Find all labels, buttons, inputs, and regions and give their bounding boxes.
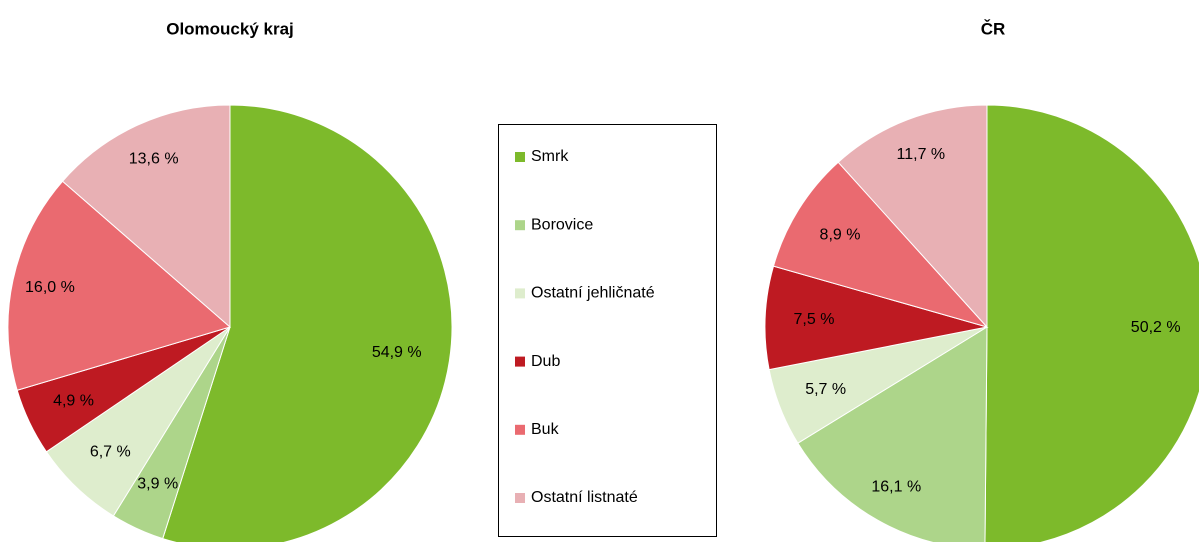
chart-title: ČR <box>981 19 1006 38</box>
legend-swatch <box>515 288 525 299</box>
legend-label: Borovice <box>531 216 593 233</box>
pie-slice <box>162 104 453 542</box>
data-label: 4,9 % <box>53 392 94 409</box>
data-label: 54,9 % <box>372 344 422 361</box>
legend-label: Ostatní jehličnaté <box>531 285 655 302</box>
legend-swatch <box>515 152 525 162</box>
data-label: 13,6 % <box>129 151 179 168</box>
data-label: 8,9 % <box>820 227 861 244</box>
data-label: 11,7 % <box>897 146 946 163</box>
pie-slice <box>837 104 988 329</box>
legend-swatch <box>515 424 525 435</box>
data-label: 5,7 % <box>805 381 846 398</box>
pie-slice <box>984 104 1199 542</box>
data-label: 3,9 % <box>137 476 178 493</box>
legend-label: Buk <box>531 421 560 438</box>
chart-title: Olomoucký kraj <box>166 19 294 38</box>
pie-slice <box>7 180 232 391</box>
legend-swatch <box>515 493 525 503</box>
legend-label: Smrk <box>531 148 569 165</box>
legend-swatch <box>515 220 525 231</box>
data-label: 50,2 % <box>1131 319 1181 336</box>
pie-slice <box>797 326 988 542</box>
legend-box <box>498 124 717 537</box>
pie-slice <box>61 104 231 329</box>
legend-swatch <box>515 356 525 367</box>
legend-label: Ostatní listnaté <box>531 489 638 506</box>
pie-slice <box>764 265 988 371</box>
data-label: 6,7 % <box>90 443 131 460</box>
data-label: 7,5 % <box>794 311 835 328</box>
pie-slice <box>772 161 989 328</box>
legend-label: Dub <box>531 353 560 370</box>
data-label: 16,1 % <box>871 479 921 496</box>
data-label: 16,0 % <box>25 279 75 296</box>
